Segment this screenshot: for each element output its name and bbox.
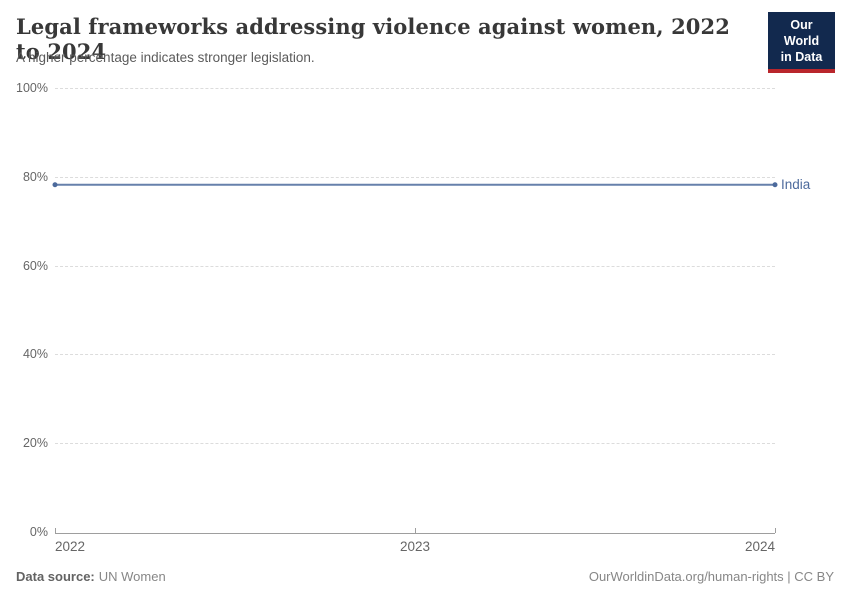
owid-logo-line1: Our World [783,18,820,48]
y-tick-label: 60% [22,258,48,273]
gridline [55,354,775,356]
series-line-india[interactable] [52,88,778,532]
x-tick-label: 2023 [399,539,431,554]
y-tick-label: 80% [22,169,48,184]
owid-logo-line2: in Data [780,50,823,64]
y-tick-label: 40% [22,347,48,362]
y-tick-label: 100% [16,81,48,95]
attribution-link[interactable]: OurWorldinData.org/human-rights | CC BY [588,569,834,584]
gridline [55,443,775,445]
gridline [55,176,775,178]
x-tick-label: 2024 [744,539,775,554]
data-source-value: UN Women [98,569,166,584]
series-endpoint-dot [52,182,58,188]
x-axis-line [55,533,775,534]
chart-footer: Data source: UN Women OurWorldinData.org/… [16,569,834,584]
gridline [55,88,775,89]
x-tick-mark [775,528,776,533]
chart-subtitle: A higher percentage indicates stronger l… [16,50,315,65]
data-source-label: Data source: [16,569,95,584]
x-tick-label: 2022 [55,539,86,554]
owid-logo: Our World in Data [768,12,835,73]
chart-title: Legal frameworks addressing violence aga… [16,14,730,64]
entity-label[interactable]: India [781,176,811,192]
y-tick-label: 0% [29,525,48,539]
series-endpoint-dot [772,182,778,188]
data-source: Data source: UN Women [16,569,166,584]
gridline [55,265,775,267]
x-tick-mark [55,528,56,533]
x-tick-mark [415,528,416,533]
y-tick-label: 20% [22,436,48,451]
